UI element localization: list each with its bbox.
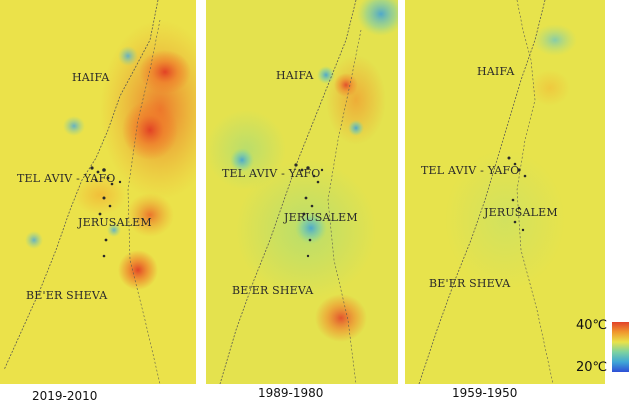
temperature-color-scale xyxy=(612,322,629,372)
panel-caption-1959-1950: 1959-1950 xyxy=(452,386,518,400)
heatmap-1959-1950 xyxy=(405,0,605,384)
city-label-jerusalem: JERUSALEM xyxy=(484,206,558,219)
map-panel-1959-1950: HAIFA TEL AVIV - YAFO JERUSALEM BE'ER SH… xyxy=(405,0,605,384)
city-label-jerusalem: JERUSALEM xyxy=(284,211,358,224)
map-panel-2019-2010: HAIFA TEL AVIV - YAFO JERUSALEM BE'ER SH… xyxy=(0,0,196,384)
heatmap-1989-1980 xyxy=(206,0,398,384)
city-label-haifa: HAIFA xyxy=(276,69,314,82)
panel-caption-2019-2010: 2019-2010 xyxy=(32,389,98,403)
city-label-tel-aviv: TEL AVIV - YAFO xyxy=(222,167,321,180)
city-label-tel-aviv: TEL AVIV - YAFO xyxy=(17,172,116,185)
heatmap-2019-2010 xyxy=(0,0,196,384)
city-label-haifa: HAIFA xyxy=(477,65,515,78)
map-panel-1989-1980: HAIFA TEL AVIV - YAFO JERUSALEM BE'ER SH… xyxy=(206,0,398,384)
panel-caption-1989-1980: 1989-1980 xyxy=(258,386,324,400)
city-label-beer-sheva: BE'ER SHEVA xyxy=(232,284,314,297)
city-label-beer-sheva: BE'ER SHEVA xyxy=(26,289,108,302)
city-label-haifa: HAIFA xyxy=(72,71,110,84)
legend-max-label: 40℃ xyxy=(576,318,608,333)
legend-min-label: 20℃ xyxy=(576,360,608,375)
city-label-jerusalem: JERUSALEM xyxy=(78,216,152,229)
city-label-tel-aviv: TEL AVIV - YAFO xyxy=(421,164,520,177)
city-label-beer-sheva: BE'ER SHEVA xyxy=(429,277,511,290)
